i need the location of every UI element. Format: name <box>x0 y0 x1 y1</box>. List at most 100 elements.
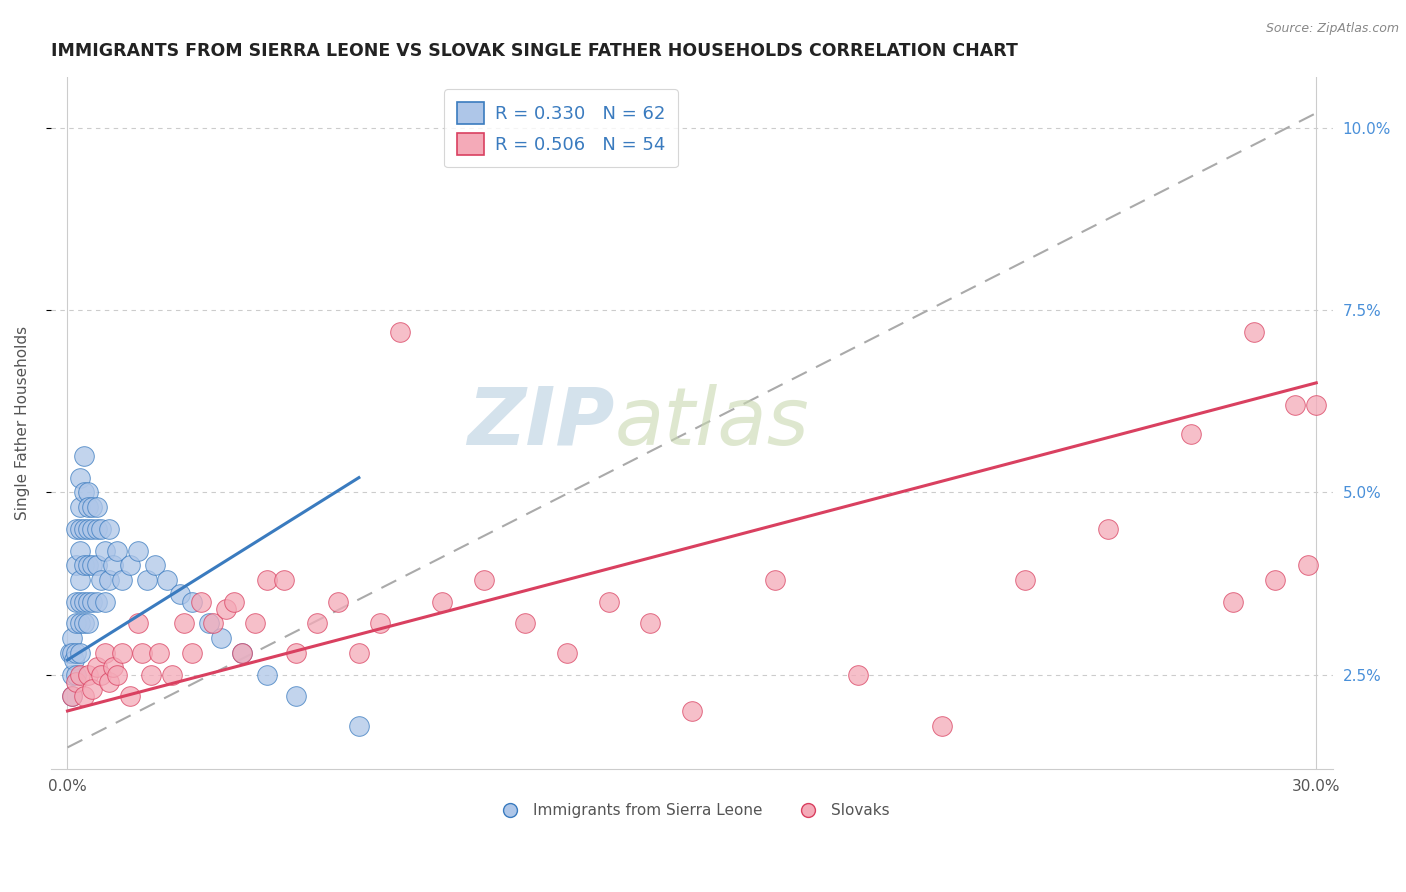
Point <box>107 543 129 558</box>
Point <box>86 660 108 674</box>
Point <box>127 616 149 631</box>
Point <box>86 594 108 608</box>
Point <box>1180 426 1202 441</box>
Point <box>82 682 104 697</box>
Point <box>60 646 83 660</box>
Point <box>73 616 96 631</box>
Point <box>65 674 87 689</box>
Point <box>73 449 96 463</box>
Point <box>94 646 117 660</box>
Point <box>1264 573 1286 587</box>
Point <box>347 718 370 732</box>
Legend: Immigrants from Sierra Leone, Slovaks: Immigrants from Sierra Leone, Slovaks <box>488 797 896 824</box>
Point <box>389 325 412 339</box>
Point <box>1305 398 1327 412</box>
Point <box>69 522 91 536</box>
Point <box>69 667 91 681</box>
Point <box>94 594 117 608</box>
Point <box>65 522 87 536</box>
Point <box>118 558 141 573</box>
Point <box>110 573 132 587</box>
Point <box>231 646 253 660</box>
Point <box>181 594 204 608</box>
Text: ZIP: ZIP <box>468 384 614 462</box>
Point <box>73 594 96 608</box>
Point <box>82 594 104 608</box>
Point <box>181 646 204 660</box>
Point <box>131 646 153 660</box>
Point <box>156 573 179 587</box>
Point <box>65 667 87 681</box>
Point <box>198 616 221 631</box>
Point <box>1243 325 1265 339</box>
Point <box>98 674 121 689</box>
Point <box>347 646 370 660</box>
Point <box>82 500 104 514</box>
Point <box>555 646 578 660</box>
Point <box>73 558 96 573</box>
Point <box>86 500 108 514</box>
Point <box>58 646 80 660</box>
Point <box>160 667 183 681</box>
Point <box>202 616 225 631</box>
Point <box>77 667 100 681</box>
Point <box>73 690 96 704</box>
Point <box>231 646 253 660</box>
Point <box>638 616 661 631</box>
Point <box>307 616 329 631</box>
Point <box>472 573 495 587</box>
Point <box>110 646 132 660</box>
Point <box>77 522 100 536</box>
Point <box>77 558 100 573</box>
Point <box>90 573 112 587</box>
Point <box>77 594 100 608</box>
Point <box>65 646 87 660</box>
Point <box>69 646 91 660</box>
Point <box>65 594 87 608</box>
Point <box>848 667 870 681</box>
Point <box>69 543 91 558</box>
Point <box>69 594 91 608</box>
Point <box>222 594 245 608</box>
Point <box>103 558 125 573</box>
Text: atlas: atlas <box>614 384 810 462</box>
Point <box>1097 522 1119 536</box>
Point <box>77 485 100 500</box>
Point <box>931 718 953 732</box>
Point <box>118 690 141 704</box>
Point <box>139 667 162 681</box>
Point <box>69 470 91 484</box>
Point <box>148 646 170 660</box>
Point <box>326 594 349 608</box>
Point <box>60 690 83 704</box>
Point <box>135 573 157 587</box>
Point <box>515 616 537 631</box>
Point <box>598 594 620 608</box>
Point <box>77 500 100 514</box>
Point <box>60 690 83 704</box>
Point <box>1284 398 1306 412</box>
Point <box>1296 558 1319 573</box>
Point <box>285 646 308 660</box>
Point <box>190 594 212 608</box>
Point <box>90 522 112 536</box>
Text: IMMIGRANTS FROM SIERRA LEONE VS SLOVAK SINGLE FATHER HOUSEHOLDS CORRELATION CHAR: IMMIGRANTS FROM SIERRA LEONE VS SLOVAK S… <box>51 42 1018 60</box>
Point <box>69 500 91 514</box>
Point <box>73 522 96 536</box>
Point <box>256 573 278 587</box>
Point <box>681 704 703 718</box>
Point <box>60 631 83 645</box>
Point <box>86 558 108 573</box>
Point <box>430 594 453 608</box>
Point <box>77 616 100 631</box>
Point <box>65 616 87 631</box>
Point <box>94 543 117 558</box>
Point <box>285 690 308 704</box>
Point <box>65 558 87 573</box>
Point <box>73 485 96 500</box>
Point <box>69 573 91 587</box>
Point <box>256 667 278 681</box>
Point <box>214 602 236 616</box>
Point <box>86 522 108 536</box>
Point <box>1222 594 1244 608</box>
